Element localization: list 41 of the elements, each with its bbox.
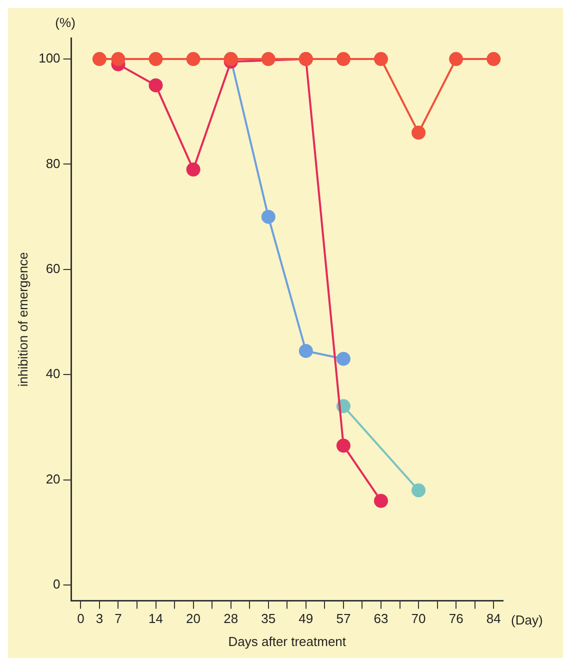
- y-tick-label: 20: [46, 471, 60, 486]
- point: [298, 344, 313, 358]
- x-tick-label: 0: [77, 611, 84, 626]
- x-tick-label: 70: [411, 611, 426, 626]
- point: [336, 438, 350, 453]
- x-tick-label: 63: [374, 611, 388, 626]
- point: [336, 52, 350, 66]
- x-tick-label: 20: [186, 611, 201, 626]
- text: (Day): [511, 612, 543, 628]
- x-tick-label: 35: [261, 611, 276, 626]
- x-tick-label: 14: [148, 611, 163, 626]
- point: [412, 483, 426, 498]
- point: [92, 52, 106, 66]
- point: [336, 352, 350, 366]
- y-axis-title: inhibition of emergence: [15, 252, 30, 387]
- x-tick-label: 3: [96, 611, 104, 626]
- point: [412, 126, 426, 140]
- y-tick-label: 0: [53, 576, 60, 592]
- point: [374, 52, 388, 66]
- x-axis-title: Days after treatment: [228, 634, 346, 649]
- x-tick-label: 84: [486, 611, 501, 626]
- point: [261, 52, 276, 66]
- x-tick-label: 57: [336, 611, 351, 626]
- y-tick-label: 40: [46, 366, 60, 382]
- point: [186, 52, 200, 66]
- text: (%): [55, 15, 76, 30]
- x-tick-label: 49: [298, 611, 314, 626]
- x-tick-label: 76: [448, 611, 464, 626]
- point: [449, 52, 464, 66]
- y-tick-label: 100: [38, 50, 60, 66]
- point: [111, 52, 126, 66]
- point: [148, 78, 163, 92]
- y-tick-label: 80: [46, 156, 60, 171]
- point: [486, 52, 501, 66]
- y-tick-label: 60: [46, 261, 60, 276]
- point: [148, 52, 163, 66]
- x-tick-label: 28: [224, 611, 238, 626]
- x-tick-label: 7: [114, 611, 122, 626]
- point: [261, 210, 276, 224]
- point: [186, 162, 200, 176]
- point: [374, 494, 388, 508]
